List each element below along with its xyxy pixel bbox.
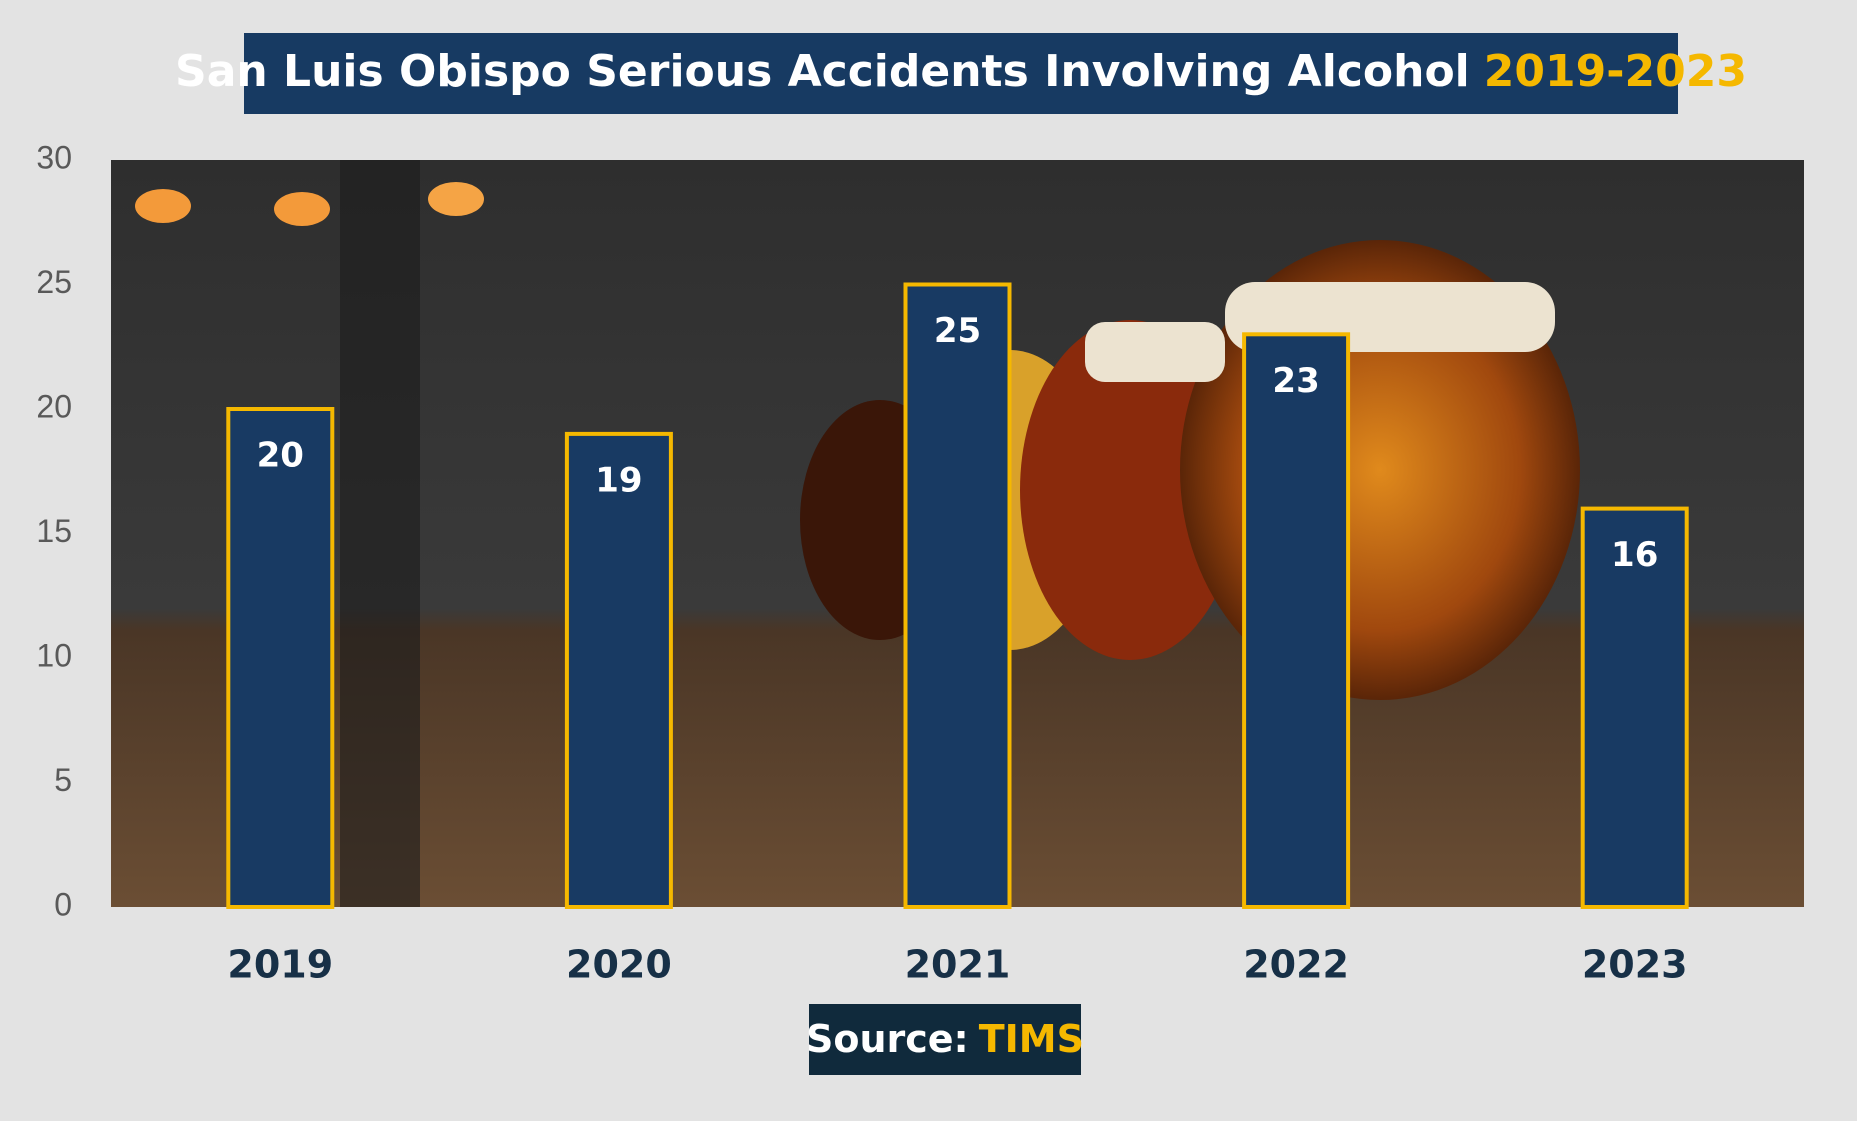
y-tick-label: 0 xyxy=(54,886,72,922)
y-tick-label: 5 xyxy=(54,762,72,798)
y-tick-label: 15 xyxy=(36,513,72,549)
bar xyxy=(1242,332,1351,909)
bar xyxy=(564,431,673,909)
y-tick-label: 30 xyxy=(36,139,72,175)
title-box xyxy=(244,33,1678,114)
x-tick-label: 2019 xyxy=(227,943,333,987)
value-label: 23 xyxy=(1272,361,1319,401)
x-tick-label: 2022 xyxy=(1243,943,1349,987)
bar xyxy=(1580,506,1689,909)
title-text: San Luis Obispo Serious Accidents Involv… xyxy=(175,46,1470,97)
value-label: 19 xyxy=(595,460,642,500)
x-tick-label: 2021 xyxy=(905,943,1011,987)
source-name: TIMS xyxy=(979,1017,1084,1061)
bar xyxy=(903,282,1012,909)
y-tick-label: 25 xyxy=(36,264,72,300)
y-tick-label: 20 xyxy=(36,388,72,424)
bar xyxy=(226,407,335,909)
chart-title: San Luis Obispo Serious Accidents Involv… xyxy=(175,46,1747,97)
y-tick-label: 10 xyxy=(36,637,72,673)
title-years: 2019-2023 xyxy=(1484,46,1747,97)
value-label: 16 xyxy=(1611,535,1658,575)
source: Source: TIMS xyxy=(806,1017,1084,1061)
source-label: Source: xyxy=(806,1017,969,1061)
value-label: 25 xyxy=(934,311,981,351)
x-tick-label: 2020 xyxy=(566,943,672,987)
source-box xyxy=(809,1004,1081,1075)
x-tick-label: 2023 xyxy=(1582,943,1688,987)
value-label: 20 xyxy=(257,436,304,476)
